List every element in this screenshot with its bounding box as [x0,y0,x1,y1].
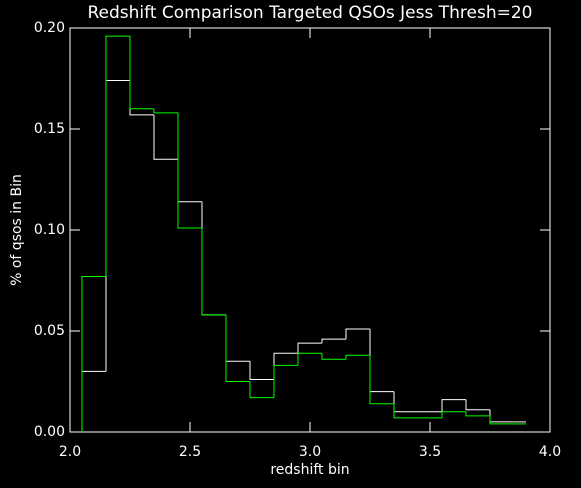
histogram-step [465,411,490,417]
y-tick-label: 0.15 [34,121,65,137]
histogram-step [177,159,202,203]
x-tick-label: 2.5 [179,444,201,460]
plot-frame [69,27,551,433]
histogram-step [273,352,298,380]
histogram-step [153,108,178,114]
chart-title: Redshift Comparison Targeted QSOs Jess T… [88,3,533,23]
x-axis-label: redshift bin [270,462,349,478]
y-tick-label: 0.20 [34,20,65,36]
histogram-step [345,328,370,340]
histogram-step [129,36,154,110]
histogram-step [201,201,226,316]
y-tick-label: 0.00 [34,424,65,440]
histogram-step [201,227,226,316]
histogram-step [273,364,298,398]
histogram-step [297,342,322,354]
x-tick-label: 3.5 [419,444,441,460]
histogram-step [225,314,250,382]
histogram-step [249,361,274,380]
x-tick-label: 2.0 [59,444,81,460]
histogram-step [465,399,490,411]
histogram-step [393,403,418,419]
histogram-step [489,409,514,423]
histogram-step [225,314,250,362]
histogram-step [345,354,370,360]
histogram-step [441,399,466,412]
histogram-step [297,352,322,366]
histogram-step [321,353,346,360]
histogram-step [105,35,130,277]
x-tick-label: 3.0 [299,444,321,460]
y-tick-label: 0.10 [34,222,65,238]
histogram-step [81,275,106,432]
histogram-step [177,112,202,229]
histogram-step [105,80,130,372]
y-tick-label: 0.05 [34,323,65,339]
histogram-step [153,114,178,160]
histogram-step [369,355,394,405]
y-axis-label: % of qsos in Bin [9,174,25,286]
histogram-step [129,80,154,116]
histogram-step [321,338,346,344]
histogram-step [81,370,106,432]
histogram-step [249,381,274,399]
histogram-step [369,328,394,393]
histogram-step [441,411,466,418]
histogram-step [489,415,514,425]
x-tick-label: 4.0 [539,444,561,460]
histogram-step [393,391,418,413]
